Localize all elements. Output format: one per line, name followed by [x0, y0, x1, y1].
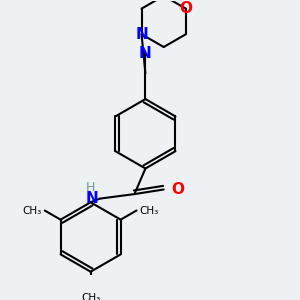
Text: CH₃: CH₃ [81, 293, 100, 300]
Text: O: O [179, 1, 192, 16]
Text: N: N [139, 46, 152, 61]
Text: N: N [85, 191, 98, 206]
Text: CH₃: CH₃ [23, 206, 42, 215]
Text: O: O [171, 182, 184, 197]
Text: CH₃: CH₃ [139, 206, 158, 215]
Text: H: H [86, 181, 95, 194]
Text: N: N [135, 27, 148, 42]
